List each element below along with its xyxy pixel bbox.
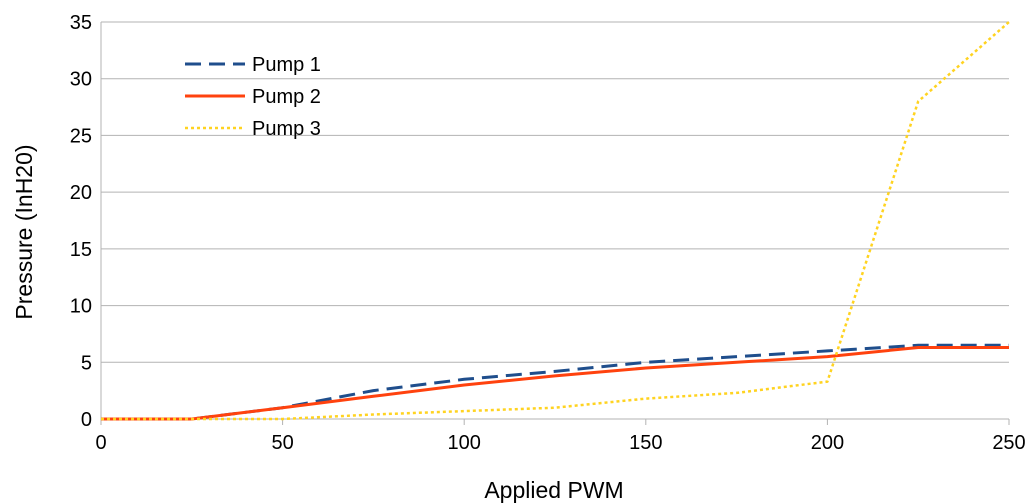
- x-tick-label: 0: [95, 432, 106, 454]
- grid-lines: [101, 21, 1009, 420]
- x-tick-label: 250: [992, 432, 1025, 454]
- axes: [100, 22, 1009, 420]
- y-tick-label: 10: [70, 296, 92, 318]
- x-tick-label: 150: [629, 432, 662, 454]
- x-tick-label: 100: [448, 432, 481, 454]
- series-lines: [101, 21, 1010, 421]
- y-tick-label: 25: [70, 125, 92, 147]
- legend: Pump 1 Pump 2 Pump 3: [185, 54, 321, 140]
- series-line-pump-2: [101, 346, 1009, 421]
- y-tick-label: 0: [81, 409, 92, 431]
- x-tick-labels: 0 50 100 150 200 250: [95, 419, 1026, 454]
- legend-label: Pump 3: [252, 118, 321, 140]
- y-tick-label: 5: [81, 352, 92, 374]
- x-tick-label: 200: [811, 432, 844, 454]
- y-tick-label: 35: [70, 12, 92, 34]
- y-tick-label: 15: [70, 239, 92, 261]
- series-line-pump-1: [101, 343, 1009, 421]
- legend-label: Pump 1: [252, 54, 321, 76]
- series-line-pump-3: [101, 21, 1010, 421]
- x-tick-label: 50: [271, 432, 293, 454]
- legend-label: Pump 2: [252, 86, 321, 108]
- y-tick-label: 30: [70, 69, 92, 91]
- y-tick-labels: 0 5 10 15 20 25 30 35: [70, 12, 92, 431]
- y-axis-title: Pressure (InH20): [11, 144, 37, 319]
- y-tick-label: 20: [70, 182, 92, 204]
- x-axis-title: Applied PWM: [484, 477, 623, 503]
